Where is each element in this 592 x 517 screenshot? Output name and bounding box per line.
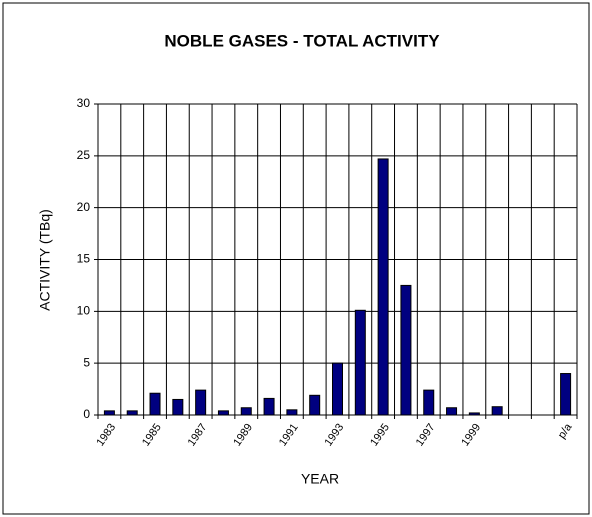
y-tick-label: 5 [83,355,90,369]
y-tick-label: 15 [77,252,91,266]
bar [468,412,480,416]
chart-title: NOBLE GASES - TOTAL ACTIVITY [164,31,440,50]
bar [240,407,252,416]
bar [400,284,412,416]
y-axis-label: ACTIVITY (TBq) [37,209,53,311]
bar [446,407,458,416]
bar [423,389,435,416]
bar [377,158,389,416]
bar [103,410,115,416]
bar [332,362,343,416]
bar [286,409,298,416]
y-tick-label: 0 [83,407,90,421]
bar [195,389,207,416]
bar [491,406,503,416]
bar [149,392,161,416]
y-tick-label: 30 [77,96,91,110]
bar [217,410,229,416]
bar [354,309,366,416]
bar [263,397,275,416]
bar [126,410,138,416]
bar [560,373,572,416]
bar [172,398,184,416]
bar [309,394,321,416]
y-tick-label: 20 [77,200,91,214]
x-axis-label: YEAR [301,471,339,487]
y-tick-label: 10 [77,304,91,318]
y-tick-label: 25 [77,148,91,162]
